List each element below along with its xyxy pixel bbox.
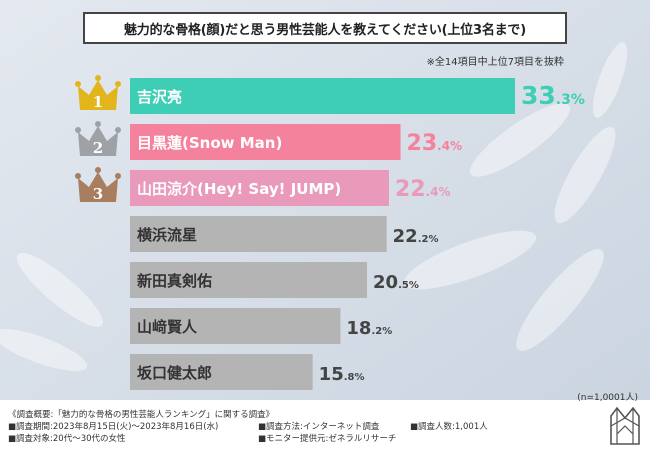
sample-size-label: (n=1,0001人): [577, 393, 638, 403]
bar-chart: 吉沢亮 33.3% 1 目黒蓮(Snow Man) 23.4% 2 山田涼介(Hey! Sa…: [75, 75, 585, 390]
crown-jewel-center-1: [95, 75, 101, 81]
crown-icon-3: [78, 172, 118, 202]
crown-jewel-right-2: [115, 127, 121, 133]
bar-7: [130, 354, 313, 390]
category-label-6: 山﨑賢人: [137, 318, 198, 336]
crown-jewel-center-3: [95, 167, 101, 173]
survey-period: ■調査期間:2023年8月15日(火)〜2023年8月16日(水): [8, 422, 219, 432]
crown-jewel-right-3: [115, 173, 121, 179]
bar-2: [130, 124, 401, 160]
chart-title: 魅力的な骨格(顔)だと思う男性芸能人を教えてください(上位3名まで): [83, 12, 567, 44]
bar-6: [130, 308, 341, 344]
category-label-2: 目黒蓮(Snow Man): [137, 134, 282, 152]
value-label-7: 15.8%: [319, 364, 365, 385]
rank-number-2: 2: [93, 139, 103, 157]
value-label-4: 22.2%: [393, 226, 439, 247]
crown-icon-1: [78, 80, 118, 110]
value-label-2: 23.4%: [407, 131, 463, 156]
survey-method: ■調査方法:インターネット調査: [258, 422, 380, 432]
value-label-5: 20.5%: [373, 272, 419, 293]
survey-target: ■調査対象:20代〜30代の女性: [8, 434, 126, 444]
rank-number-1: 1: [93, 93, 103, 111]
crown-jewel-center-2: [95, 121, 101, 127]
category-label-5: 新田真剣佑: [137, 272, 212, 290]
category-label-7: 坂口健太郎: [137, 364, 212, 382]
category-label-3: 山田涼介(Hey! Say! JUMP): [137, 180, 341, 198]
value-label-3: 22.4%: [395, 177, 451, 202]
crown-jewel-left-1: [75, 81, 81, 87]
crown-jewel-right-1: [115, 81, 121, 87]
value-label-1: 33.3%: [521, 81, 585, 110]
survey-footer: 《調査概要:「魅力的な骨格の男性芸能人ランキング」に関する調査》 ■調査期間:2…: [0, 405, 650, 450]
survey-provider: ■モニター提供元:ゼネラルリサーチ: [258, 434, 397, 444]
bar-4: [130, 216, 387, 252]
survey-overview: 《調査概要:「魅力的な骨格の男性芸能人ランキング」に関する調査》: [8, 410, 275, 420]
category-label-4: 横浜流星: [137, 226, 197, 244]
survey-count: ■調査人数:1,001人: [410, 422, 488, 432]
chart-note: ※全14項目中上位7項目を抜粋: [426, 57, 564, 68]
crown-jewel-left-3: [75, 173, 81, 179]
crown-jewel-left-2: [75, 127, 81, 133]
rank-number-3: 3: [93, 185, 103, 203]
bar-3: [130, 170, 389, 206]
bar-1: [130, 78, 515, 114]
category-label-1: 吉沢亮: [137, 88, 182, 106]
value-label-6: 18.2%: [346, 318, 392, 339]
crown-icon-2: [78, 126, 118, 156]
company-logo: [610, 406, 640, 445]
bar-5: [130, 262, 368, 298]
